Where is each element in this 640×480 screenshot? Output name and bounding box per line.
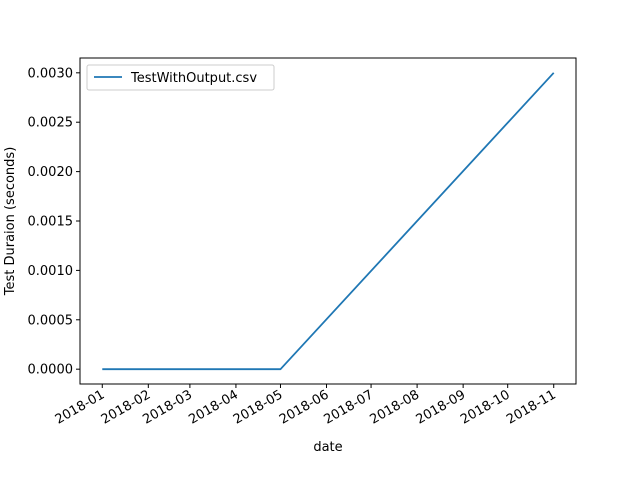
y-axis-ticks: 0.0000 0.0005 0.0010 0.0015 0.0020 0.0025 0.00… [28,66,80,378]
x-tick-label: 2018-08 [368,387,423,427]
y-tick-label: 0.0025 [28,116,74,131]
y-tick-label: 0.0005 [28,313,74,328]
series-layer [102,72,555,371]
x-tick-label: 2018-05 [231,387,286,427]
legend-box [86,64,275,91]
plot-background [80,58,576,384]
y-tick-label: 0.0030 [28,66,74,81]
y-tick-label: 0.0000 [28,363,74,378]
series-line-0 [102,72,555,371]
x-axis-ticks: 2018-012018-022018-032018-042018-052018-… [53,384,559,428]
x-tick-label: 2018-09 [414,387,469,427]
y-axis-label: Test Duraion (seconds) [3,147,18,297]
x-tick-label: 2018-01 [53,387,108,427]
x-tick-label: 2018-10 [458,387,513,427]
x-tick-label: 2018-04 [186,387,241,427]
y-tick-label: 0.0010 [28,264,74,279]
y-tick-label: 0.0015 [28,215,74,230]
y-tick-label: 0.0020 [28,165,74,180]
x-tick-label: 2018-11 [504,387,559,427]
x-tick-label: 2018-07 [322,387,377,427]
legend: TestWithOutput.csv [86,64,275,91]
x-tick-label: 2018-06 [277,387,332,427]
x-axis-label: date [313,440,342,455]
legend-label: TestWithOutput.csv [130,71,257,86]
